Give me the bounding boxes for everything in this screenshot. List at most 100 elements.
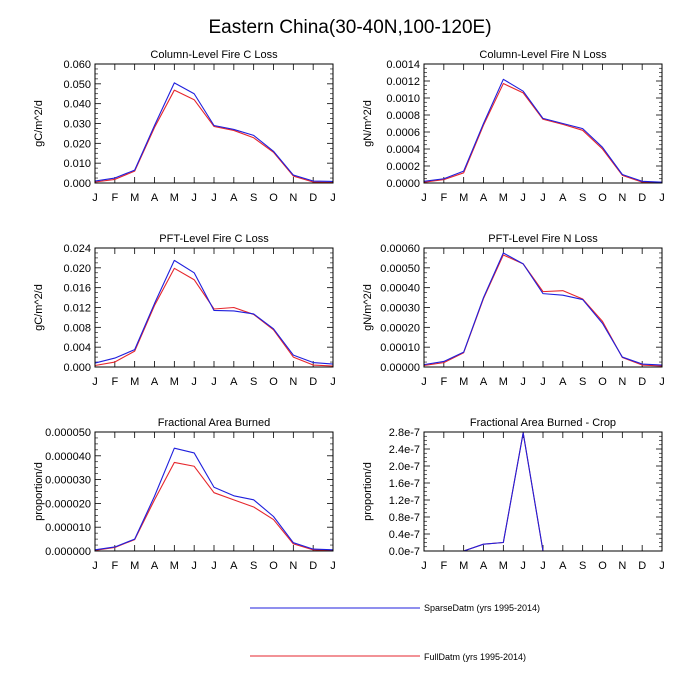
series-line-sparse: [423, 78, 663, 183]
x-tick-label: A: [151, 192, 159, 204]
x-tick-label: J: [191, 192, 197, 204]
series-line-sparse: [94, 259, 334, 365]
x-tick-label: J: [211, 376, 217, 388]
x-tick-label: J: [191, 560, 197, 572]
x-tick-label: D: [309, 192, 317, 204]
chart-panel-4: PFT-Level Fire N Loss gN/m^2/d 0.00000 0.00…: [362, 233, 665, 388]
y-tick-label: 0.00010: [380, 342, 420, 354]
y-tick-label: 0.00020: [380, 322, 420, 334]
x-tick-label: J: [421, 192, 427, 204]
plot-frame: [423, 63, 663, 184]
x-tick-label: J: [92, 560, 98, 572]
y-tick-label: 0.000010: [45, 522, 91, 534]
y-tick-label: 0.00030: [380, 303, 420, 315]
series-line-full: [423, 83, 662, 183]
x-tick-label: J: [211, 192, 217, 204]
x-tick-label: J: [659, 192, 665, 204]
y-tick-label: 0.024: [63, 243, 91, 255]
x-tick-label: A: [480, 560, 488, 572]
x-tick-label: F: [111, 560, 118, 572]
plot-frame: [94, 247, 334, 368]
y-tick-label: 0.00060: [380, 243, 420, 255]
x-tick-label: M: [130, 192, 139, 204]
x-tick-label: S: [250, 376, 257, 388]
x-tick-label: J: [211, 560, 217, 572]
y-tick-label: 0.0002: [386, 161, 420, 173]
x-tick-label: M: [459, 376, 468, 388]
x-tick-label: O: [598, 376, 607, 388]
x-tick-label: M: [130, 560, 139, 572]
x-tick-label: J: [540, 376, 546, 388]
x-tick-label: J: [659, 376, 665, 388]
x-tick-label: N: [618, 560, 626, 572]
x-tick-label: J: [520, 376, 526, 388]
y-tick-label: 1.2e-7: [389, 495, 420, 507]
y-tick-label: 0.0006: [386, 127, 420, 139]
x-tick-label: N: [618, 192, 626, 204]
series-line-full: [423, 254, 663, 367]
y-tick-label: 0.020: [63, 138, 91, 150]
y-tick-label: 0.0010: [386, 93, 420, 105]
x-tick-label: J: [92, 376, 98, 388]
x-tick-label: A: [230, 376, 238, 388]
y-tick-label: 0.000030: [45, 475, 91, 487]
x-tick-label: J: [421, 560, 427, 572]
y-tick-label: 0.0e-7: [389, 546, 420, 558]
x-tick-label: O: [269, 560, 278, 572]
x-tick-label: A: [559, 376, 567, 388]
series-line-sparse: [94, 447, 334, 551]
figure-title: Eastern China(30-40N,100-120E): [208, 17, 491, 38]
x-tick-label: O: [598, 192, 607, 204]
y-tick-label: 0.000020: [45, 498, 91, 510]
y-tick-label: 0.016: [63, 283, 91, 295]
x-tick-label: A: [151, 376, 159, 388]
chart-panels: Column-Level Fire C Loss gC/m^2/d 0.000 0.0…: [33, 49, 665, 572]
y-tick-label: 0.008: [63, 322, 91, 334]
x-tick-label: M: [130, 376, 139, 388]
x-tick-label: J: [191, 376, 197, 388]
plot-frame: [94, 431, 334, 552]
panel-title: Column-Level Fire N Loss: [479, 49, 607, 61]
x-tick-label: M: [499, 376, 508, 388]
x-tick-label: M: [170, 376, 179, 388]
x-tick-label: J: [659, 560, 665, 572]
y-axis-label: gC/m^2/d: [33, 100, 45, 147]
panel-title: PFT-Level Fire N Loss: [488, 233, 598, 245]
y-tick-label: 1.6e-7: [389, 478, 420, 490]
x-tick-label: N: [618, 376, 626, 388]
y-tick-label: 0.050: [63, 79, 91, 91]
series-line-full: [94, 89, 334, 184]
x-tick-label: M: [170, 560, 179, 572]
y-tick-label: 0.4e-7: [389, 529, 420, 541]
x-tick-label: F: [440, 560, 447, 572]
y-tick-label: 0.060: [63, 59, 91, 71]
x-tick-label: S: [250, 560, 257, 572]
x-tick-label: S: [579, 560, 586, 572]
panel-title: Column-Level Fire C Loss: [150, 49, 278, 61]
y-tick-label: 0.000040: [45, 451, 91, 463]
y-tick-label: 0.000: [63, 362, 91, 374]
x-tick-label: M: [459, 192, 468, 204]
chart-panel-3: PFT-Level Fire C Loss gC/m^2/d 0.000 0.004 0…: [33, 233, 336, 388]
y-tick-label: 2.4e-7: [389, 444, 420, 456]
x-tick-label: D: [309, 376, 317, 388]
x-tick-label: J: [330, 560, 336, 572]
x-tick-label: O: [598, 560, 607, 572]
plot-frame: [423, 431, 663, 552]
y-tick-label: 0.040: [63, 99, 91, 111]
y-tick-label: 0.00040: [380, 283, 420, 295]
x-tick-label: D: [638, 560, 646, 572]
y-tick-label: 0.0000: [386, 178, 420, 190]
x-tick-label: F: [440, 376, 447, 388]
x-tick-label: S: [250, 192, 257, 204]
y-tick-label: 0.000050: [45, 427, 91, 439]
x-tick-label: F: [111, 192, 118, 204]
chart-panel-1: Column-Level Fire C Loss gC/m^2/d 0.000 0.0…: [33, 49, 336, 204]
series-line-sparse: [94, 82, 334, 182]
x-tick-label: F: [111, 376, 118, 388]
y-tick-label: 0.030: [63, 119, 91, 131]
y-axis-label: proportion/d: [362, 462, 374, 521]
panel-title: Fractional Area Burned - Crop: [470, 417, 616, 429]
plot-frame: [423, 247, 663, 368]
